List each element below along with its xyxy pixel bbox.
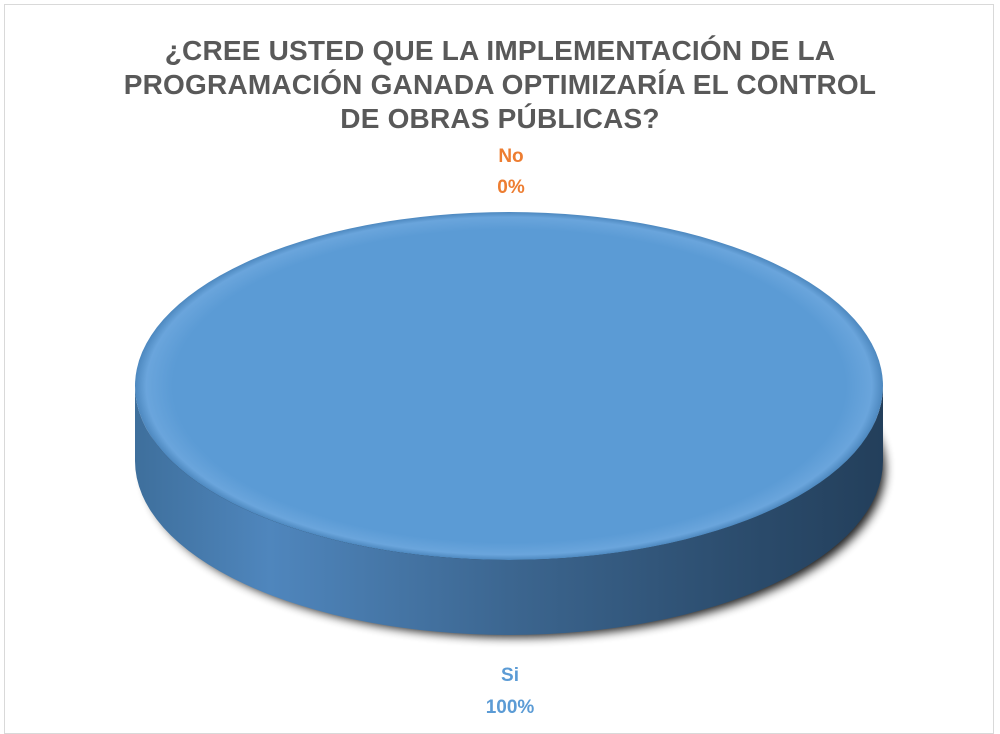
pie-slice-si-side <box>135 386 883 635</box>
data-label-no-value: 0% <box>497 177 525 198</box>
pie-slice-si <box>135 212 883 560</box>
chart-title: ¿CREE USTED QUE LA IMPLEMENTACIÓN DE LA … <box>100 34 900 136</box>
data-label-no-category: No <box>498 146 523 167</box>
data-label-si-category: Si <box>501 665 519 686</box>
chart-title-line: DE OBRAS PÚBLICAS? <box>340 103 660 134</box>
chart-title-line: PROGRAMACIÓN GANADA OPTIMIZARÍA EL CONTR… <box>123 69 877 100</box>
chart-title-line: ¿CREE USTED QUE LA IMPLEMENTACIÓN DE LA <box>164 35 836 66</box>
data-label-si-value: 100% <box>486 697 535 718</box>
